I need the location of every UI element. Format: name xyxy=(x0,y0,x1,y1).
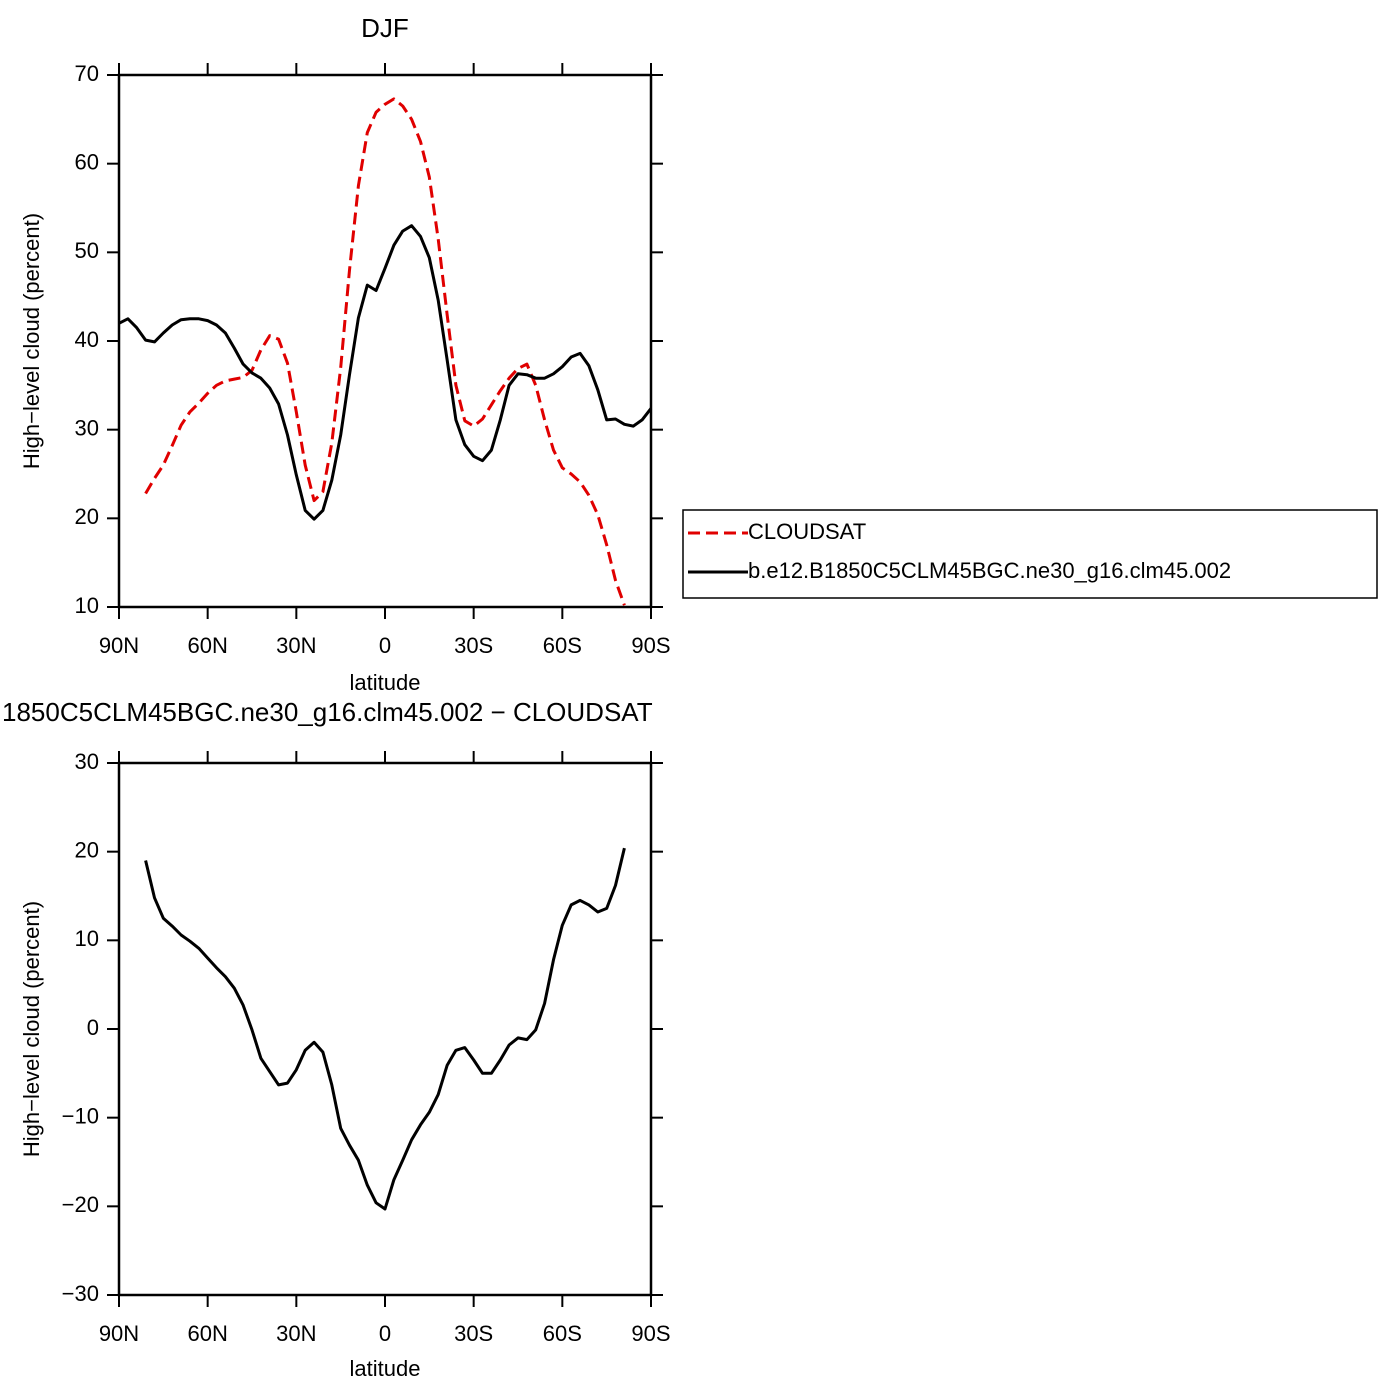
y-tick-label: 70 xyxy=(75,61,99,86)
y-tick-label: 30 xyxy=(75,415,99,440)
x-tick-label: 60S xyxy=(543,1321,582,1346)
y-tick-label: 60 xyxy=(75,149,99,174)
y-tick-label: −10 xyxy=(62,1103,99,1128)
x-tick-label: 60N xyxy=(187,1321,227,1346)
x-tick-label: 30S xyxy=(454,1321,493,1346)
legend-label: b.e12.B1850C5CLM45BGC.ne30_g16.clm45.002 xyxy=(748,558,1231,583)
x-axis-label: latitude xyxy=(350,670,421,695)
x-tick-label: 60N xyxy=(187,633,227,658)
chart-title: 1850C5CLM45BGC.ne30_g16.clm45.002 − CLOU… xyxy=(2,697,653,727)
x-tick-label: 0 xyxy=(379,633,391,658)
plot-frame xyxy=(117,761,653,1297)
x-tick-label: 30S xyxy=(454,633,493,658)
y-tick-label: 10 xyxy=(75,926,99,951)
legend-box xyxy=(682,509,1378,599)
y-tick-label: 10 xyxy=(75,593,99,618)
y-tick-label: 30 xyxy=(75,749,99,774)
y-tick-label: 20 xyxy=(75,837,99,862)
y-tick-label: 0 xyxy=(87,1015,99,1040)
y-tick-label: −30 xyxy=(62,1281,99,1306)
y-tick-label: −20 xyxy=(62,1192,99,1217)
y-tick-label: 50 xyxy=(75,238,99,263)
data-line xyxy=(118,224,653,521)
x-axis-label: latitude xyxy=(350,1356,421,1381)
x-tick-label: 30N xyxy=(276,633,316,658)
data-line xyxy=(144,97,626,606)
chart-title: DJF xyxy=(361,13,409,43)
plot-frame xyxy=(117,73,653,609)
x-tick-label: 60S xyxy=(543,633,582,658)
data-line xyxy=(144,847,626,1211)
x-tick-label: 90S xyxy=(631,633,670,658)
x-tick-label: 90N xyxy=(99,633,139,658)
legend-label: CLOUDSAT xyxy=(748,519,866,544)
y-tick-label: 20 xyxy=(75,504,99,529)
x-tick-label: 30N xyxy=(276,1321,316,1346)
x-tick-label: 90S xyxy=(631,1321,670,1346)
x-tick-label: 0 xyxy=(379,1321,391,1346)
y-axis-label: High−level cloud (percent) xyxy=(19,901,44,1157)
y-tick-label: 40 xyxy=(75,327,99,352)
x-tick-label: 90N xyxy=(99,1321,139,1346)
y-axis-label: High−level cloud (percent) xyxy=(19,213,44,469)
